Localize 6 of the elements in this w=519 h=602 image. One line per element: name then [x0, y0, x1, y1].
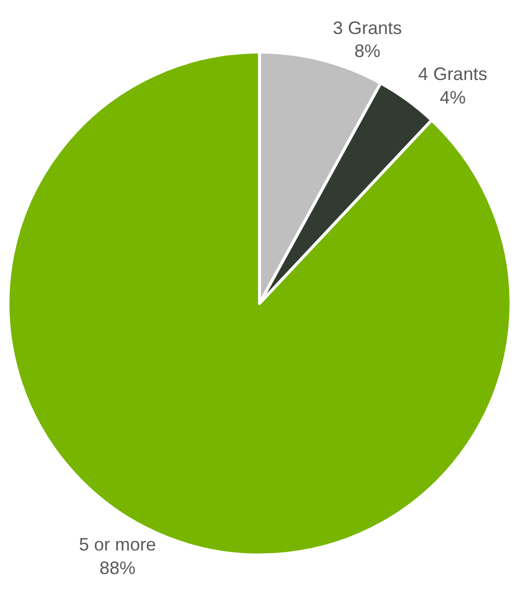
data-label: 8%: [354, 41, 380, 62]
slice-label: 4 Grants: [418, 64, 488, 84]
slice-label: 5 or more: [79, 534, 156, 554]
slice-label: 3 Grants: [332, 18, 402, 38]
data-label: 4%: [440, 88, 466, 108]
data-label: 88%: [100, 558, 136, 578]
